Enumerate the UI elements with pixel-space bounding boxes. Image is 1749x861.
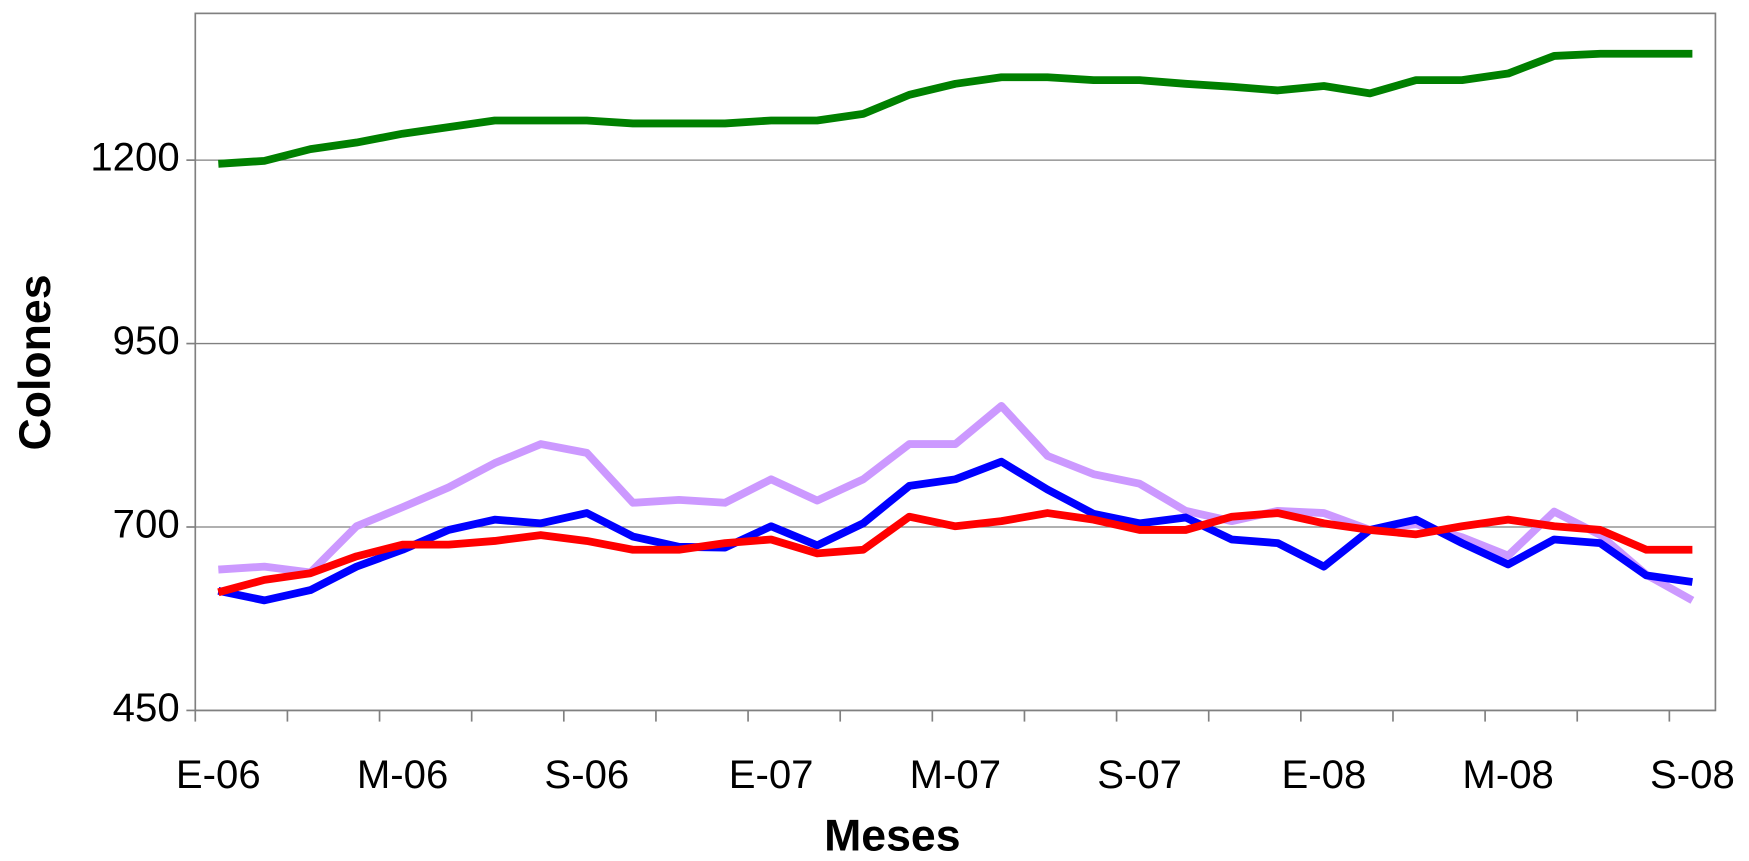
x-tick-label: E-06 <box>176 752 261 797</box>
plot-area <box>195 13 1716 711</box>
x-tick-label: M-07 <box>910 752 1001 797</box>
x-tick-label: E-07 <box>729 752 814 797</box>
series-line <box>218 49 1693 168</box>
series-line <box>217 509 1693 597</box>
y-tick-label: 700 <box>113 502 180 547</box>
y-tick-label: 450 <box>113 685 180 730</box>
series-line <box>217 457 1693 605</box>
y-tick-label: 950 <box>113 318 180 363</box>
y-tick-label: 1200 <box>90 135 179 180</box>
y-axis-title: Colones <box>11 274 60 450</box>
x-tick-label: M-08 <box>1462 752 1553 797</box>
x-tick-label: E-08 <box>1281 752 1366 797</box>
plot-frame <box>194 12 1717 712</box>
x-tick-label: S-08 <box>1650 752 1735 797</box>
x-tick-label: S-07 <box>1097 752 1182 797</box>
x-tick-label: S-06 <box>544 752 629 797</box>
x-tick-label: M-06 <box>357 752 448 797</box>
x-axis-title: Meses <box>824 811 960 860</box>
